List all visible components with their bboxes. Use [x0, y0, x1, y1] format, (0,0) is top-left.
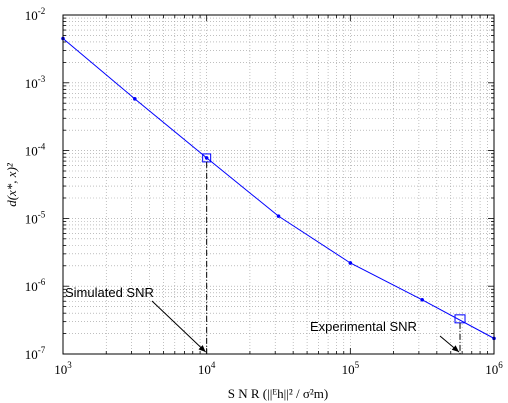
y-tick-label: 10-6	[25, 277, 46, 294]
y-tick-base: 10	[25, 279, 38, 294]
x-tick-base: 10	[342, 362, 355, 377]
plot-frame	[62, 14, 495, 355]
data-point	[348, 261, 353, 265]
y-axis-label-text: d(x*, x)²	[4, 162, 19, 207]
x-tick-exp: 5	[355, 360, 360, 370]
y-tick-exp: -2	[38, 6, 46, 16]
experimental-snr-arrow	[439, 335, 460, 353]
x-tick-label: 106	[485, 360, 503, 377]
x-tick-exp: 4	[211, 360, 216, 370]
x-tick-label: 105	[342, 360, 360, 377]
y-axis-label: d(x*, x)²	[4, 162, 19, 207]
series-layer	[61, 36, 496, 341]
x-axis-label-text: S N R (||ᴱh||² / σ²m)	[228, 386, 328, 401]
data-point	[276, 214, 281, 218]
y-tick-exp: -6	[38, 277, 46, 287]
x-axis-label: S N R (||ᴱh||² / σ²m)	[228, 386, 328, 401]
y-tick-base: 10	[25, 347, 38, 362]
y-tick-exp: -3	[38, 74, 46, 84]
y-tick-base: 10	[25, 8, 38, 23]
y-tick-label: 10-5	[25, 209, 46, 226]
y-tick-exp: -4	[38, 142, 46, 152]
y-tick-base: 10	[25, 76, 38, 91]
y-tick-base: 10	[25, 211, 38, 226]
x-tick-exp: 3	[67, 360, 72, 370]
y-tick-exp: -7	[38, 345, 46, 355]
axis-ticks	[62, 15, 494, 355]
x-tick-exp: 6	[498, 360, 503, 370]
annotations-layer	[151, 153, 466, 354]
y-tick-label: 10-4	[25, 142, 46, 159]
data-point	[204, 156, 209, 160]
x-tick-base: 10	[54, 362, 67, 377]
y-tick-label: 10-7	[25, 345, 46, 362]
simulated-snr-arrow	[151, 300, 207, 353]
data-point	[420, 298, 424, 302]
x-tick-base: 10	[485, 362, 498, 377]
data-point	[133, 97, 137, 101]
y-tick-label: 10-3	[25, 74, 46, 91]
y-tick-base: 10	[25, 144, 38, 159]
x-tick-label: 104	[198, 360, 216, 377]
x-tick-label: 103	[54, 360, 72, 377]
y-tick-label: 10-2	[25, 6, 46, 23]
simulated-snr-label: Simulated SNR	[65, 285, 154, 300]
experimental-snr-label: Experimental SNR	[310, 319, 417, 334]
y-tick-exp: -5	[38, 209, 46, 219]
x-tick-base: 10	[198, 362, 211, 377]
